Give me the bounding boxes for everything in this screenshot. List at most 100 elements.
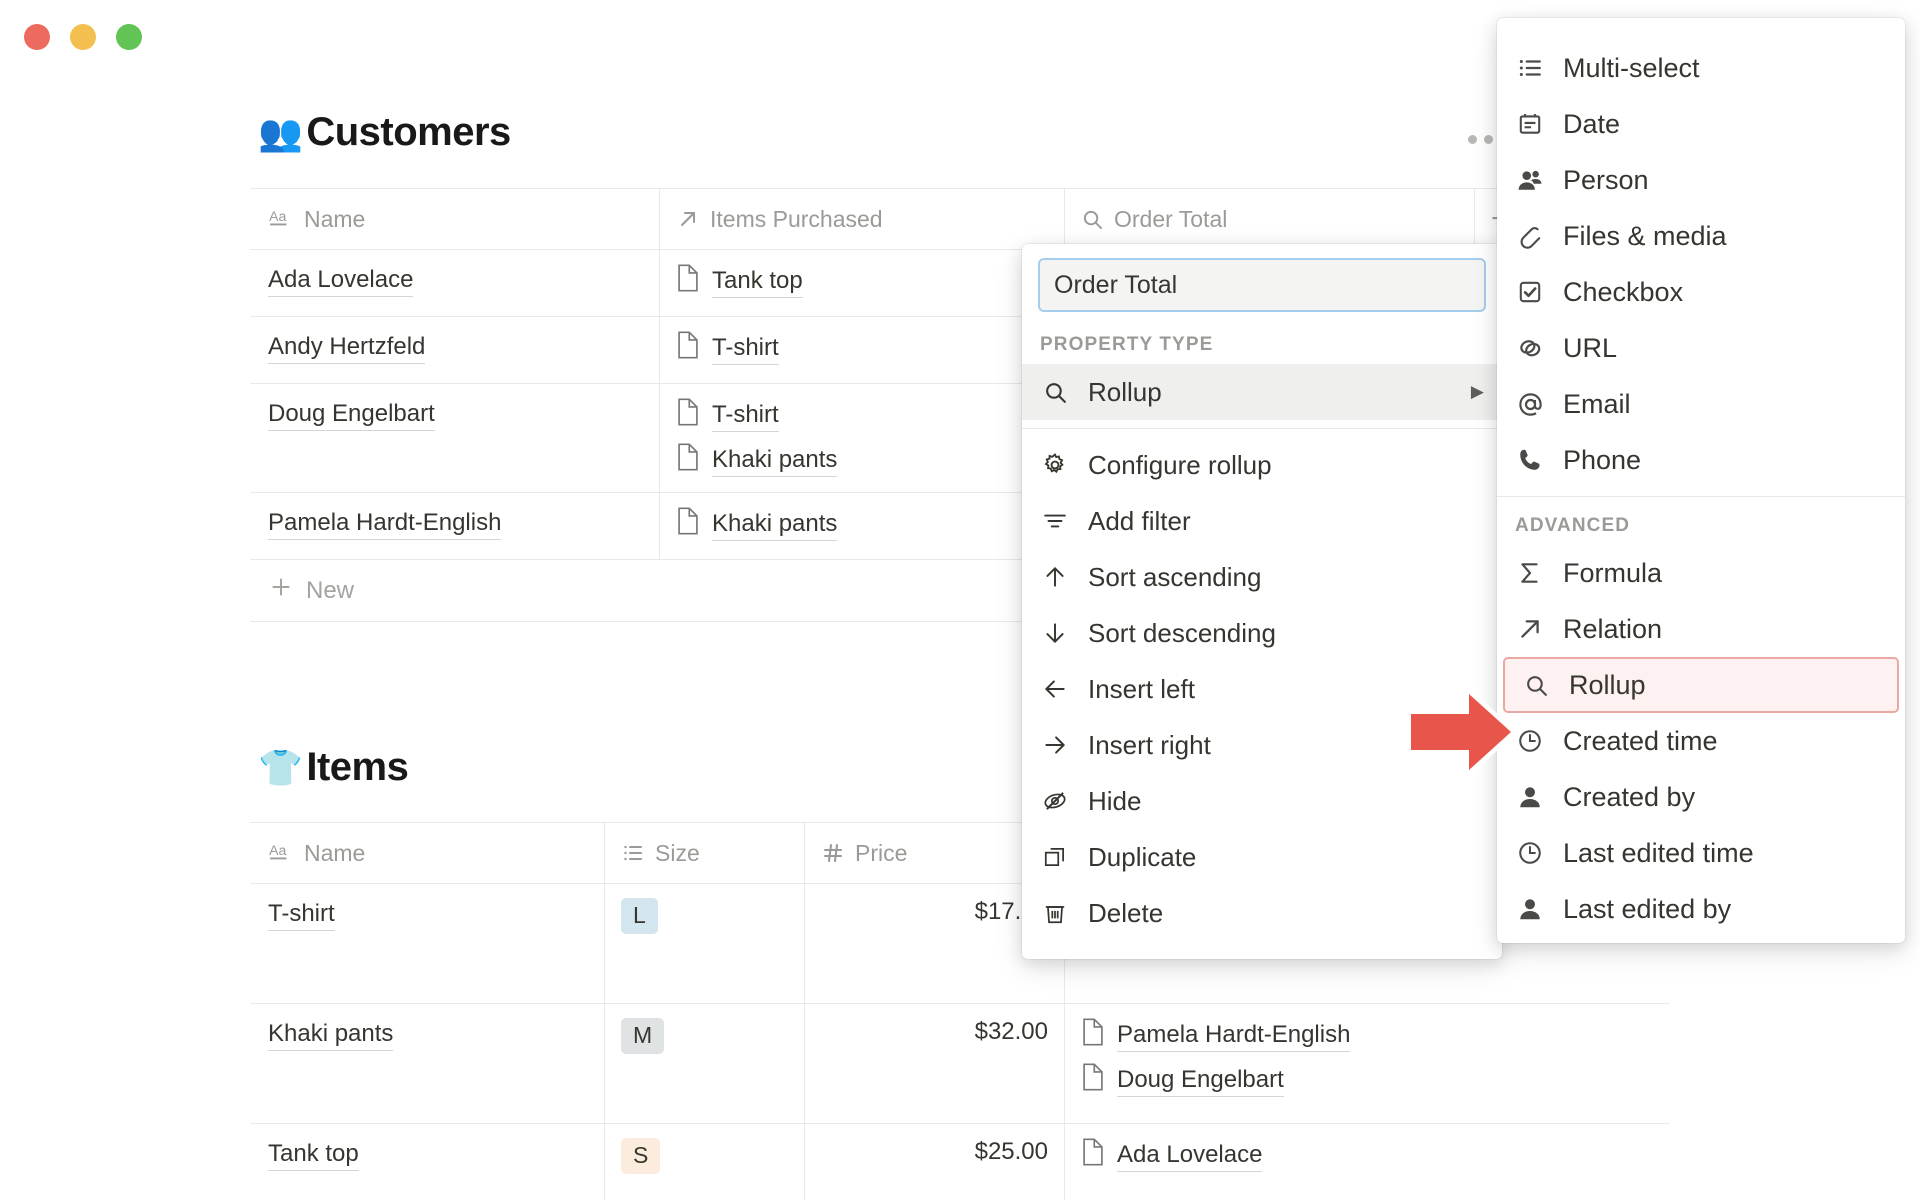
row-title[interactable]: Tank top — [268, 1138, 359, 1171]
type-item-last-edited-by-label: Last edited by — [1563, 893, 1732, 924]
type-item-checkbox[interactable]: Checkbox — [1497, 264, 1905, 320]
menu-item-add-filter-label: Add filter — [1088, 505, 1191, 536]
menu-item-delete[interactable]: Delete — [1022, 885, 1502, 941]
cell-customers[interactable]: Pamela Hardt-English Doug Engelbart — [1065, 1004, 1670, 1123]
cell-name[interactable]: Doug Engelbart — [250, 384, 660, 492]
relation-chip-label: Ada Lovelace — [1117, 1139, 1263, 1172]
cell-items-purchased[interactable]: T-shirt Khaki pants — [660, 384, 1065, 492]
relation-chip-label: Khaki pants — [712, 444, 838, 477]
type-item-relation[interactable]: Relation — [1497, 601, 1905, 657]
size-tag: M — [621, 1018, 665, 1054]
customers-emoji: 👥 — [258, 111, 303, 153]
relation-chip[interactable]: T-shirt — [676, 331, 1048, 366]
cell-items-purchased[interactable]: Tank top — [660, 250, 1065, 316]
type-item-created-time-label: Created time — [1563, 725, 1718, 756]
phone-icon — [1515, 447, 1545, 473]
duplicate-icon — [1040, 844, 1070, 870]
relation-chip[interactable]: T-shirt — [676, 398, 1048, 433]
type-item-person[interactable]: Person — [1497, 152, 1905, 208]
menu-item-insert-left[interactable]: Insert left — [1022, 661, 1502, 717]
menu-item-sort-ascending[interactable]: Sort ascending — [1022, 549, 1502, 605]
type-item-last-edited-time-label: Last edited time — [1563, 837, 1754, 868]
items-emoji: 👕 — [258, 746, 303, 788]
checkbox-icon — [1515, 279, 1545, 305]
table-row[interactable]: T-shirt L $17.00 — [250, 884, 1670, 1004]
close-button[interactable] — [24, 24, 50, 50]
arrow-down-icon — [1040, 620, 1070, 646]
relation-chip[interactable]: Pamela Hardt-English — [1081, 1018, 1654, 1053]
maximize-button[interactable] — [116, 24, 142, 50]
cell-name[interactable]: Tank top — [250, 1124, 605, 1200]
relation-chip-label: Khaki pants — [712, 508, 838, 541]
menu-item-hide[interactable]: Hide — [1022, 773, 1502, 829]
table-row[interactable]: Khaki pants M $32.00 Pamela Hardt-Englis… — [250, 1004, 1670, 1124]
cell-name[interactable]: Khaki pants — [250, 1004, 605, 1123]
column-header-price-label: Price — [855, 839, 908, 866]
column-header-order-total[interactable]: Order Total — [1065, 189, 1475, 249]
type-item-last-edited-time[interactable]: Last edited time — [1497, 825, 1905, 881]
menu-item-sort-descending[interactable]: Sort descending — [1022, 605, 1502, 661]
relation-chip[interactable]: Tank top — [676, 264, 1048, 299]
row-title[interactable]: Andy Hertzfeld — [268, 331, 426, 364]
type-item-files-media[interactable]: Files & media — [1497, 208, 1905, 264]
cell-name[interactable]: T-shirt — [250, 884, 605, 1003]
relation-chip-label: Tank top — [712, 265, 803, 298]
cell-price[interactable]: $25.00 — [805, 1124, 1065, 1200]
page-icon — [1081, 1138, 1105, 1173]
menu-item-sort-descending-label: Sort descending — [1088, 617, 1276, 648]
type-item-created-by[interactable]: Created by — [1497, 769, 1905, 825]
cell-size[interactable]: M — [605, 1004, 805, 1123]
column-header-size[interactable]: Size — [605, 823, 805, 883]
cell-name[interactable]: Ada Lovelace — [250, 250, 660, 316]
type-item-rollup[interactable]: Rollup — [1503, 657, 1899, 713]
cell-customers[interactable]: Ada Lovelace — [1065, 1124, 1670, 1200]
menu-item-insert-right[interactable]: Insert right — [1022, 717, 1502, 773]
relation-chip[interactable]: Doug Engelbart — [1081, 1063, 1654, 1098]
column-header-name[interactable]: Aa Name — [250, 189, 660, 249]
type-item-date[interactable]: Date — [1497, 96, 1905, 152]
menu-item-configure-rollup[interactable]: Configure rollup — [1022, 437, 1502, 493]
clock-icon — [1515, 840, 1545, 866]
relation-chip[interactable]: Khaki pants — [676, 443, 1048, 478]
row-title[interactable]: Doug Engelbart — [268, 398, 435, 431]
person-icon — [1515, 167, 1545, 193]
table-row[interactable]: Tank top S $25.00 Ada Lovelace — [250, 1124, 1670, 1200]
type-item-phone[interactable]: Phone — [1497, 432, 1905, 488]
table-row[interactable]: Doug Engelbart T-shirt — [250, 384, 1670, 493]
row-title[interactable]: Khaki pants — [268, 1018, 394, 1051]
column-header-order-total-label: Order Total — [1114, 205, 1228, 232]
cell-items-purchased[interactable]: Khaki pants — [660, 493, 1065, 559]
table-row[interactable]: Pamela Hardt-English Khaki pants — [250, 493, 1670, 560]
relation-chip[interactable]: Khaki pants — [676, 507, 1048, 542]
property-name-input[interactable] — [1038, 258, 1486, 312]
cell-size[interactable]: L — [605, 884, 805, 1003]
filter-icon — [1040, 508, 1070, 534]
type-item-formula[interactable]: Formula — [1497, 545, 1905, 601]
relation-chip[interactable]: Ada Lovelace — [1081, 1138, 1654, 1173]
cell-name[interactable]: Andy Hertzfeld — [250, 317, 660, 383]
cell-items-purchased[interactable]: T-shirt — [660, 317, 1065, 383]
type-item-files-media-label: Files & media — [1563, 220, 1727, 251]
minimize-button[interactable] — [70, 24, 96, 50]
svg-text:Aa: Aa — [269, 842, 286, 858]
column-header-items-purchased[interactable]: Items Purchased — [660, 189, 1065, 249]
row-title[interactable]: T-shirt — [268, 898, 335, 931]
table-row[interactable]: Andy Hertzfeld T-shirt — [250, 317, 1670, 384]
type-item-last-edited-by[interactable]: Last edited by — [1497, 881, 1905, 937]
menu-item-add-filter[interactable]: Add filter — [1022, 493, 1502, 549]
menu-item-current-type[interactable]: Rollup ▶ — [1022, 364, 1502, 420]
add-new-row-button[interactable]: New — [250, 560, 1670, 622]
type-item-url[interactable]: URL — [1497, 320, 1905, 376]
row-title[interactable]: Ada Lovelace — [268, 264, 414, 297]
cell-size[interactable]: S — [605, 1124, 805, 1200]
cell-price[interactable]: $32.00 — [805, 1004, 1065, 1123]
cell-name[interactable]: Pamela Hardt-English — [250, 493, 660, 559]
column-header-name[interactable]: Aa Name — [250, 823, 605, 883]
menu-item-duplicate[interactable]: Duplicate — [1022, 829, 1502, 885]
type-item-email[interactable]: Email — [1497, 376, 1905, 432]
size-tag: L — [621, 898, 658, 934]
type-item-multi-select-label: Multi-select — [1563, 52, 1700, 83]
row-title[interactable]: Pamela Hardt-English — [268, 507, 502, 540]
type-item-created-time[interactable]: Created time — [1497, 713, 1905, 769]
type-item-multi-select[interactable]: Multi-select — [1497, 40, 1905, 96]
